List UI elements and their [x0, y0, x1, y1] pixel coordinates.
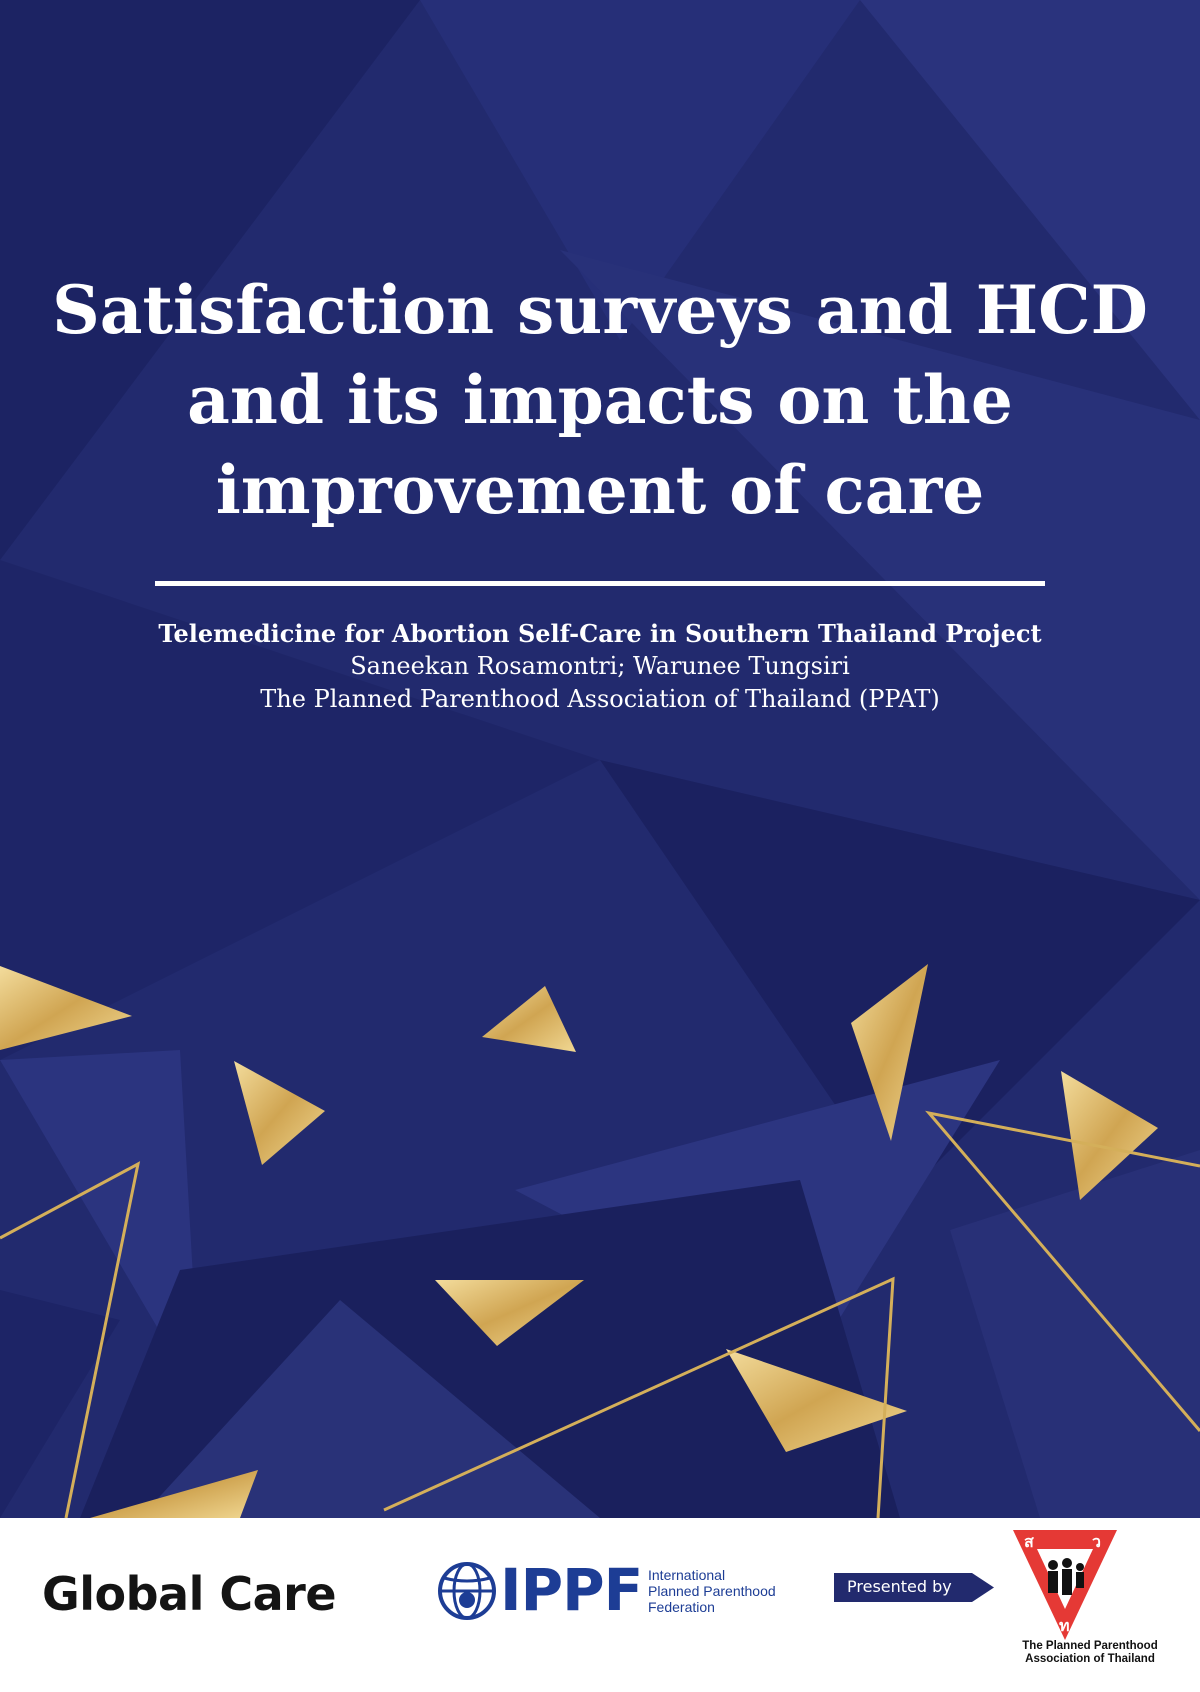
organization: The Planned Parenthood Association of Th…: [260, 685, 940, 713]
title-line: Satisfaction surveys and HCD: [52, 271, 1148, 349]
ippf-logo-text: IPPF: [500, 1556, 643, 1624]
gold-triangle: [0, 966, 132, 1050]
gold-triangle: [1061, 1071, 1158, 1200]
gold-outline: [0, 1161, 141, 1518]
bg-facet: [600, 760, 1200, 1200]
title-line: improvement of care: [215, 451, 985, 529]
gold-triangle: [90, 1470, 258, 1518]
ippf-full-name: International Planned Parenthood Federat…: [648, 1567, 776, 1615]
ppat-name: The Planned Parenthood Association of Th…: [990, 1640, 1190, 1666]
global-care-logo: Global Care: [42, 1567, 337, 1621]
geometric-background: [0, 0, 1200, 1518]
bg-facet: [950, 1150, 1200, 1518]
ippf-name-line: Federation: [648, 1599, 715, 1615]
bg-facet: [0, 0, 420, 560]
presented-by-label: Presented by: [847, 1577, 952, 1596]
bg-facet: [0, 560, 600, 1060]
subtitle-block: Telemedicine for Abortion Self-Care in S…: [40, 617, 1160, 716]
gold-triangle: [435, 1280, 584, 1346]
ippf-name-line: Planned Parenthood: [648, 1583, 776, 1599]
cover-page: Satisfaction surveys and HCD and its imp…: [0, 0, 1200, 1518]
ippf-globe-icon: [438, 1562, 496, 1620]
ppat-emblem-icon: ส ว ท: [1013, 1530, 1117, 1640]
presented-arrow: [834, 1573, 994, 1602]
page-title: Satisfaction surveys and HCD and its imp…: [40, 265, 1160, 535]
bg-facet: [560, 250, 1200, 900]
bg-facet: [0, 1050, 200, 1400]
gold-triangle: [482, 986, 576, 1052]
ppat-name-line: Association of Thailand: [1025, 1653, 1155, 1665]
authors: Saneekan Rosamontri; Warunee Tungsiri: [350, 652, 850, 680]
bg-facet: [420, 0, 860, 340]
project-name: Telemedicine for Abortion Self-Care in S…: [158, 619, 1042, 648]
ippf-name-line: International: [648, 1567, 726, 1583]
bg-facet: [860, 0, 1200, 420]
gold-triangle: [851, 964, 928, 1141]
footer-logos: [0, 1518, 1200, 1692]
ppat-emblem-letter: ส: [1024, 1532, 1034, 1551]
title-line: and its impacts on the: [187, 361, 1013, 439]
title-divider: [155, 581, 1045, 586]
gold-outline: [925, 1110, 1200, 1432]
bg-facet: [0, 1290, 120, 1518]
ppat-name-line: The Planned Parenthood: [1022, 1640, 1158, 1652]
ppat-emblem-letter: ท: [1059, 1616, 1070, 1635]
gold-outline: [383, 1276, 895, 1518]
gold-triangle: [234, 1061, 325, 1165]
gold-triangle: [726, 1349, 907, 1452]
ppat-emblem-letter: ว: [1092, 1532, 1101, 1551]
